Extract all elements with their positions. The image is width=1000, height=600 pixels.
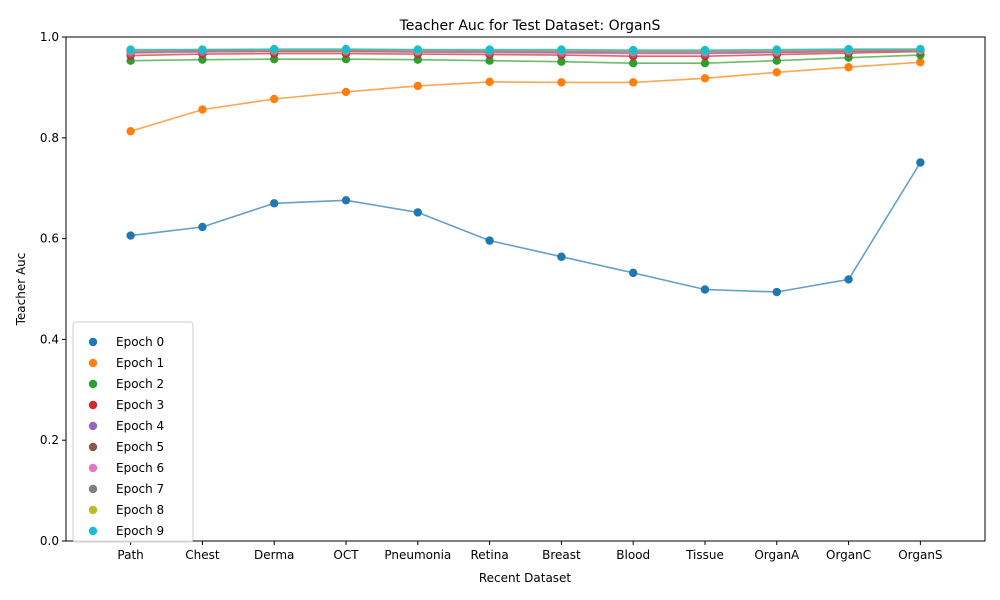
series-line-epoch-1 (130, 61, 921, 132)
plot-area: 0.0 0.2 0.4 0.6 0.8 1.0 Path Chest Derma OCT Pneum… (40, 30, 986, 562)
y-tick-label: 0.2 (40, 433, 59, 447)
series-line-epoch-3 (130, 50, 921, 58)
data-point-epoch-2 (700, 59, 710, 68)
y-axis-title: Teacher Auc (14, 253, 28, 327)
y-tick-label: 0.6 (40, 232, 59, 246)
data-point-epoch-0 (485, 236, 494, 245)
x-tick-label: Tissue (685, 548, 724, 562)
legend-marker-epoch-1 (88, 358, 98, 368)
legend-marker-epoch-0 (88, 337, 98, 347)
data-point-epoch-1 (844, 63, 853, 72)
data-point-epoch-2 (485, 56, 494, 65)
data-point-epoch-0 (700, 285, 710, 294)
legend-marker-epoch-5 (88, 442, 98, 452)
legend-label-epoch-5: Epoch 5 (116, 440, 164, 454)
data-point-epoch-1 (270, 94, 279, 104)
series-line-epoch-0 (130, 162, 922, 293)
legend-marker-epoch-9 (88, 526, 98, 536)
y-tick-label: 1.0 (40, 30, 59, 44)
x-tick-label: OCT (333, 548, 359, 562)
legend-marker-epoch-3 (88, 400, 98, 410)
y-tick-label: 0.0 (40, 534, 59, 548)
data-point-epoch-1 (485, 77, 494, 87)
data-point-epoch-1 (700, 74, 710, 83)
data-point-epoch-9 (198, 45, 207, 54)
data-point-epoch-9 (485, 45, 494, 54)
data-point-epoch-0 (341, 196, 351, 205)
x-axis-title: Recent Dataset (479, 571, 572, 585)
x-tick-label: Path (117, 548, 143, 562)
legend: Epoch 0 Epoch 1 Epoch 2 Epoch 3 Epoch 4 Epoch… (72, 321, 194, 543)
legend-marker-epoch-2 (88, 379, 98, 389)
data-point-epoch-2 (628, 59, 638, 68)
legend-label-epoch-3: Epoch 3 (116, 398, 164, 412)
data-point-epoch-9 (126, 45, 135, 54)
data-point-epoch-1 (341, 87, 351, 97)
series-line-epoch-2 (130, 54, 921, 65)
legend-label-epoch-1: Epoch 1 (116, 356, 164, 370)
data-point-epoch-0 (844, 275, 853, 284)
x-tick-label: OrganS (898, 548, 942, 562)
data-point-epoch-0 (628, 268, 638, 278)
x-tick-label: Pneumonia (384, 548, 451, 562)
data-point-epoch-1 (198, 105, 207, 114)
data-point-epoch-1 (126, 127, 135, 136)
data-point-epoch-0 (198, 222, 207, 232)
data-point-epoch-0 (126, 231, 135, 240)
data-point-epoch-9 (557, 45, 566, 54)
data-point-epoch-9 (772, 45, 781, 54)
x-tick-label: Breast (542, 548, 581, 562)
x-tick-label: OrganA (754, 548, 800, 562)
data-point-epoch-9 (844, 44, 853, 54)
y-tick-label: 0.4 (40, 332, 59, 346)
legend-box (72, 321, 194, 543)
legend-marker-epoch-7 (88, 484, 98, 494)
x-tick-label: OrganC (826, 548, 871, 562)
legend-label-epoch-6: Epoch 6 (116, 461, 164, 475)
data-point-epoch-0 (413, 208, 423, 217)
chart-title: Teacher Auc for Test Dataset: OrganS (399, 18, 661, 34)
x-tick-label: Retina (471, 548, 509, 562)
data-point-epoch-2 (772, 56, 781, 65)
legend-marker-epoch-4 (88, 421, 98, 431)
legend-label-epoch-9: Epoch 9 (116, 524, 164, 538)
data-point-epoch-9 (628, 45, 638, 55)
data-point-epoch-9 (270, 44, 279, 54)
series-line-epoch-9 (130, 48, 921, 51)
data-point-epoch-9 (700, 45, 710, 55)
data-point-epoch-1 (772, 68, 781, 77)
legend-marker-epoch-8 (88, 505, 98, 515)
data-point-epoch-1 (413, 81, 423, 91)
data-point-epoch-9 (916, 44, 925, 54)
x-tick-label: Derma (254, 548, 294, 562)
data-point-epoch-0 (772, 287, 781, 297)
legend-marker-epoch-6 (88, 463, 98, 473)
data-point-epoch-9 (413, 45, 423, 54)
data-point-epoch-1 (916, 58, 925, 67)
data-point-epoch-0 (916, 158, 925, 167)
data-point-epoch-2 (557, 57, 566, 66)
y-tick-label: 0.8 (40, 131, 59, 145)
legend-label-epoch-2: Epoch 2 (116, 377, 164, 391)
data-point-epoch-1 (557, 78, 566, 87)
axes-frame (65, 36, 986, 542)
data-point-epoch-9 (341, 44, 351, 54)
x-tick-label: Blood (616, 548, 650, 562)
x-tick-label: Chest (185, 548, 220, 562)
legend-label-epoch-0: Epoch 0 (116, 335, 164, 349)
legend-label-epoch-8: Epoch 8 (116, 503, 164, 517)
legend-label-epoch-4: Epoch 4 (116, 419, 164, 433)
data-point-epoch-1 (628, 78, 638, 87)
legend-label-epoch-7: Epoch 7 (116, 482, 164, 496)
data-point-epoch-0 (270, 199, 279, 208)
data-point-epoch-0 (557, 252, 566, 261)
